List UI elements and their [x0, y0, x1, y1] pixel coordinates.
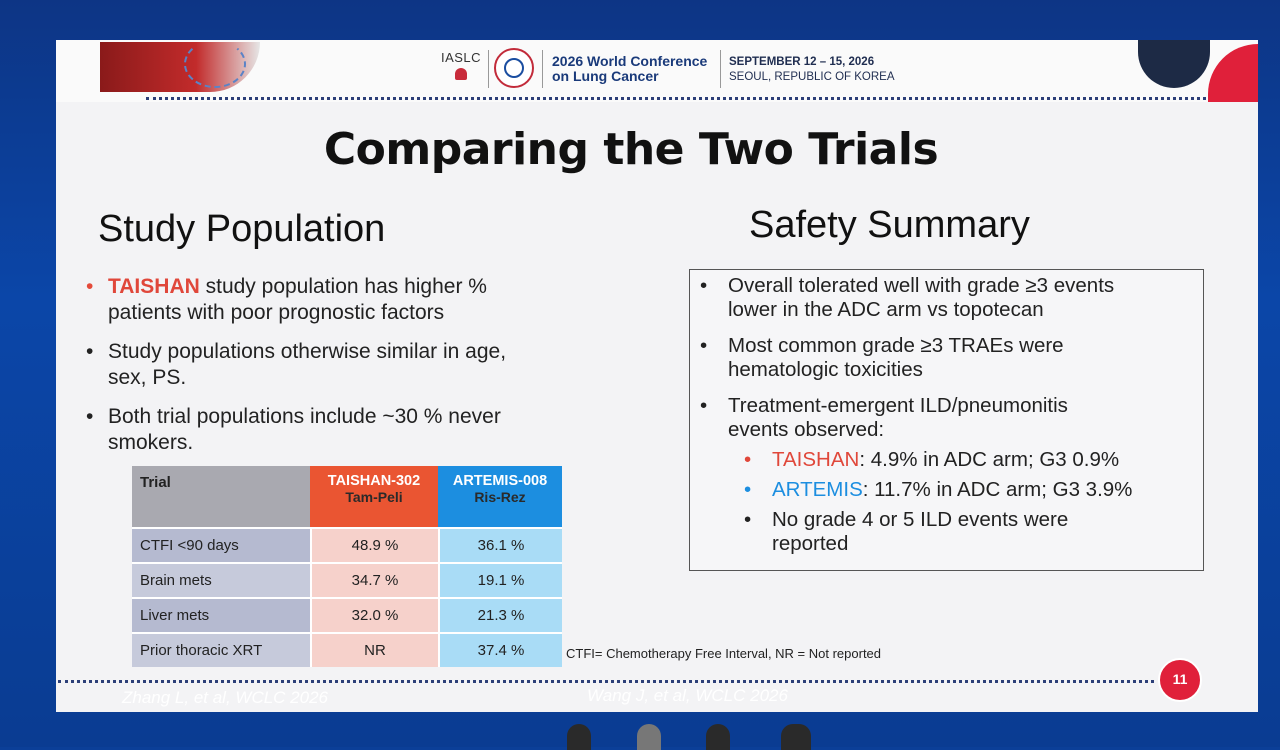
artemis-value: 21.3 %: [438, 597, 562, 632]
study-population-heading: Study Population: [98, 208, 386, 250]
taishan-value: NR: [310, 632, 438, 667]
lung-icon: [455, 68, 467, 80]
banner-dotted-divider: [146, 97, 1206, 100]
row-label: Liver mets: [132, 597, 310, 632]
artemis-label: ARTEMIS: [772, 478, 863, 501]
taishan-label: TAISHAN: [772, 448, 860, 471]
population-bullet: • TAISHAN study population has higher % …: [86, 274, 586, 326]
citation-left: Zhang L, et al, WCLC 2026: [122, 688, 329, 707]
conference-banner: IASLC 2026 World Conference on Lung Canc…: [56, 40, 1258, 102]
bullet-icon: •: [744, 508, 752, 531]
safety-summary-heading: Safety Summary: [749, 204, 1030, 246]
bullet-text: study population has higher % patients w…: [108, 275, 487, 324]
table-row: Brain mets 34.7 % 19.1 %: [132, 562, 562, 597]
table-header-artemis: ARTEMIS-008 Ris-Rez: [438, 466, 562, 527]
taishan-value: 34.7 %: [310, 562, 438, 597]
row-label: Prior thoracic XRT: [132, 632, 310, 667]
population-bullet-list: • TAISHAN study population has higher % …: [86, 274, 586, 469]
banner-divider: [720, 50, 721, 88]
conference-dates: SEPTEMBER 12 – 15, 2026 SEOUL, REPUBLIC …: [729, 55, 895, 85]
table-header-row: Trial TAISHAN-302 Tam-Peli ARTEMIS-008 R…: [132, 466, 562, 527]
banner-decoration-red: [1208, 44, 1258, 102]
artemis-value: 36.1 %: [438, 527, 562, 562]
iaslc-logo-text: IASLC: [440, 50, 482, 65]
taishan-trial-name: TAISHAN-302: [327, 473, 421, 489]
population-comparison-table: Trial TAISHAN-302 Tam-Peli ARTEMIS-008 R…: [132, 466, 562, 667]
artemis-trial-name: ARTEMIS-008: [452, 473, 548, 489]
bullet-icon: •: [86, 340, 94, 363]
taishan-value: 32.0 %: [310, 597, 438, 632]
table-footnote: CTFI= Chemotherapy Free Interval, NR = N…: [566, 646, 882, 661]
audience-head: [706, 724, 730, 750]
conference-location: SEOUL, REPUBLIC OF KOREA: [729, 71, 895, 83]
bullet-icon: •: [86, 275, 94, 298]
banner-divider: [488, 50, 489, 88]
row-label: CTFI <90 days: [132, 527, 310, 562]
conference-seal-icon: [494, 48, 534, 88]
audience-head: [637, 724, 661, 750]
ild-sub-bullet-taishan: • TAISHAN: 4.9% in ADC arm; G3 0.9%: [744, 448, 1120, 472]
banner-decoration-dark: [1138, 40, 1210, 88]
taishan-highlight: TAISHAN: [108, 275, 200, 298]
bullet-text: Most common grade ≥3 TRAEs were hematolo…: [728, 334, 1064, 381]
table-row: CTFI <90 days 48.9 % 36.1 %: [132, 527, 562, 562]
artemis-value: 19.1 %: [438, 562, 562, 597]
conference-date-range: SEPTEMBER 12 – 15, 2026: [729, 56, 875, 68]
bullet-icon: •: [700, 394, 708, 417]
iaslc-logo: IASLC: [436, 50, 486, 80]
ild-sub-bullet: • No grade 4 or 5 ILD events were report…: [744, 508, 1069, 556]
banner-ring-decoration: [184, 40, 246, 88]
taishan-drug-name: Tam-Peli: [345, 489, 403, 505]
conference-title-line2: on Lung Cancer: [552, 68, 659, 84]
safety-bullet: • Overall tolerated well with grade ≥3 e…: [700, 274, 1115, 322]
table-row: Liver mets 32.0 % 21.3 %: [132, 597, 562, 632]
bullet-text: Study populations otherwise similar in a…: [108, 340, 507, 389]
conference-title: 2026 World Conference on Lung Cancer: [552, 54, 707, 84]
bullet-text: No grade 4 or 5 ILD events were reported: [772, 508, 1069, 555]
bullet-text: Overall tolerated well with grade ≥3 eve…: [728, 274, 1115, 321]
audience-head: [567, 724, 591, 750]
safety-summary-box: • Overall tolerated well with grade ≥3 e…: [689, 269, 1204, 571]
citation-right: Wang J, et al, WCLC 2026: [587, 686, 788, 705]
bullet-text: : 4.9% in ADC arm; G3 0.9%: [859, 448, 1120, 471]
bullet-icon: •: [700, 334, 708, 357]
population-bullet: • Both trial populations include ~30 % n…: [86, 404, 586, 456]
table-row: Prior thoracic XRT NR 37.4 %: [132, 632, 562, 667]
taishan-value: 48.9 %: [310, 527, 438, 562]
page-number-badge: 11: [1158, 658, 1202, 702]
safety-bullet: • Most common grade ≥3 TRAEs were hemato…: [700, 334, 1064, 382]
bullet-text: Treatment-emergent ILD/pneumonitis event…: [728, 394, 1068, 441]
bullet-icon: •: [744, 448, 752, 471]
conference-title-line1: 2026 World Conference: [552, 53, 708, 69]
audience-head: [781, 724, 811, 750]
bullet-icon: •: [700, 274, 708, 297]
table-header-taishan: TAISHAN-302 Tam-Peli: [310, 466, 438, 527]
table-header-trial: Trial: [132, 466, 310, 527]
footer-dotted-divider: [58, 680, 1154, 683]
presentation-slide: IASLC 2026 World Conference on Lung Canc…: [56, 40, 1258, 712]
artemis-value: 37.4 %: [438, 632, 562, 667]
bullet-icon: •: [744, 478, 752, 501]
safety-bullet: • Treatment-emergent ILD/pneumonitis eve…: [700, 394, 1068, 442]
banner-divider: [542, 50, 543, 88]
bullet-icon: •: [86, 405, 94, 428]
slide-title: Comparing the Two Trials: [323, 124, 939, 175]
population-bullet: • Study populations otherwise similar in…: [86, 339, 586, 391]
bullet-text: : 11.7% in ADC arm; G3 3.9%: [862, 478, 1133, 501]
artemis-drug-name: Ris-Rez: [474, 489, 526, 505]
ild-sub-bullet-artemis: • ARTEMIS: 11.7% in ADC arm; G3 3.9%: [744, 478, 1133, 502]
bullet-text: Both trial populations include ~30 % nev…: [108, 405, 501, 454]
row-label: Brain mets: [132, 562, 310, 597]
